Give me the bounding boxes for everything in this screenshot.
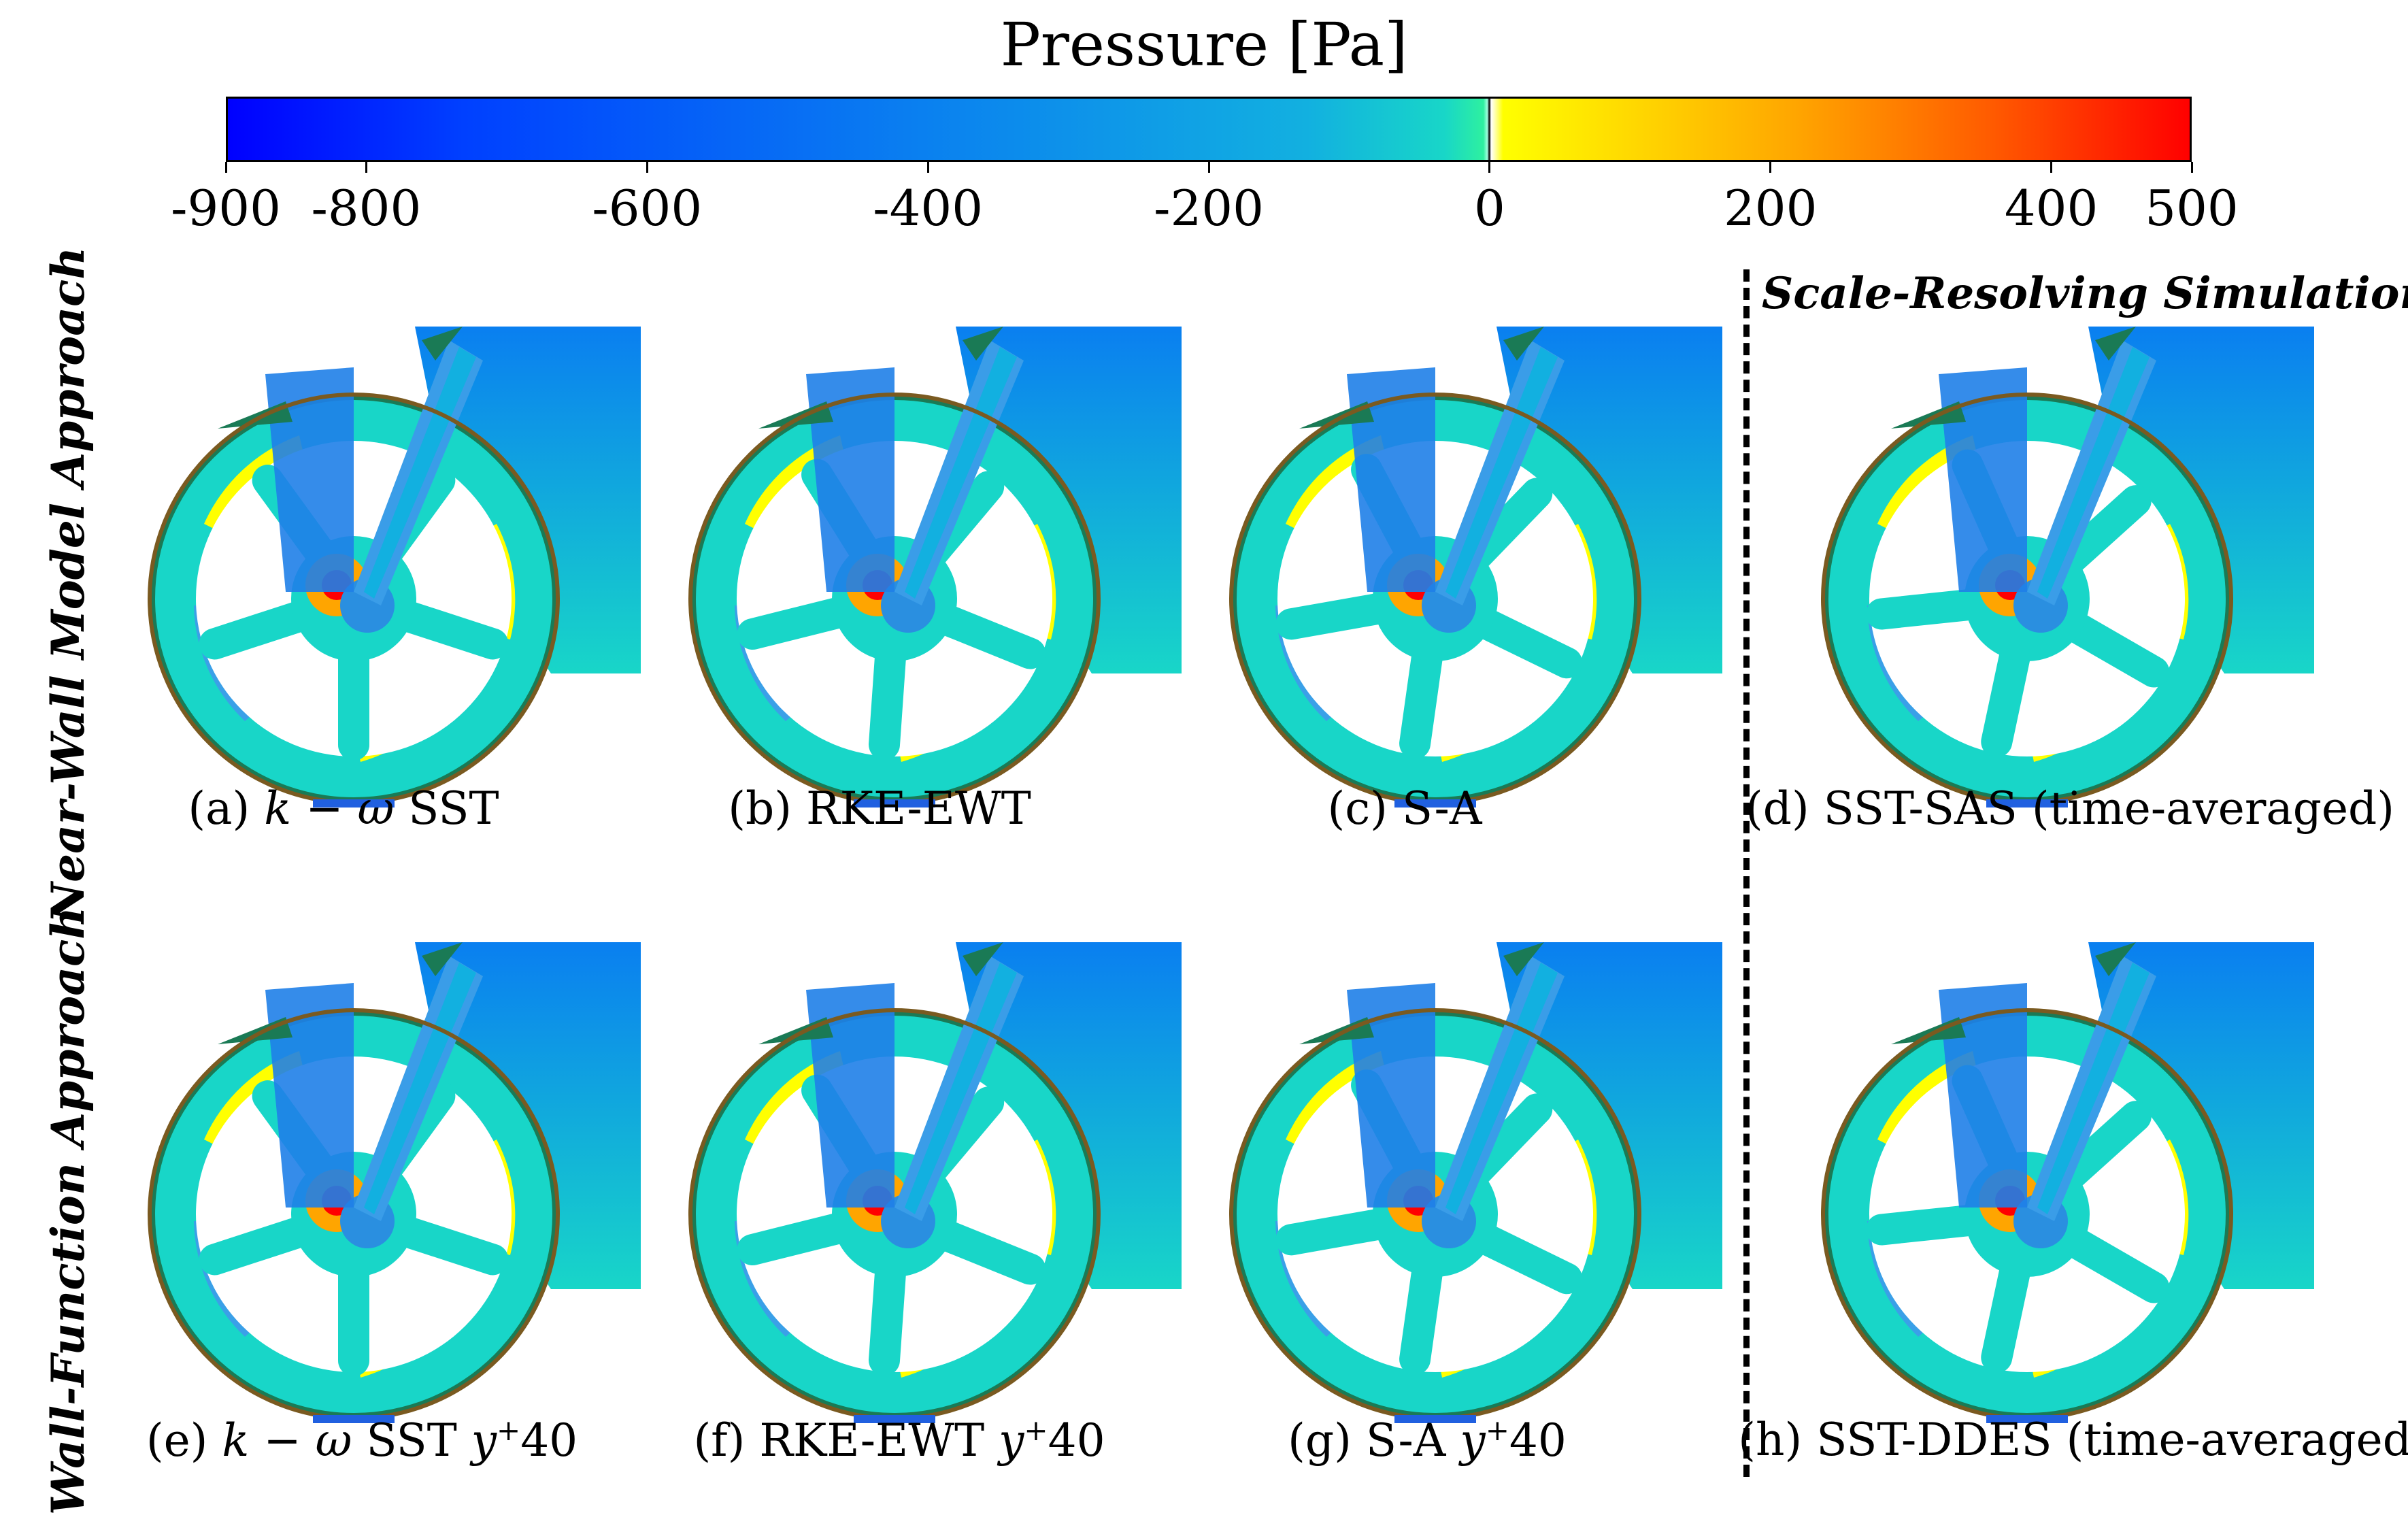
colorbar-tick-label: 0 [1473, 180, 1505, 237]
caption-d: (d) SST-SAS (time-averaged) [1745, 782, 2395, 835]
panel-a-image [129, 320, 646, 864]
panel-f-image [670, 935, 1187, 1480]
section-divider [1743, 269, 1750, 1477]
colorbar-tick [1207, 162, 1210, 173]
colorbar-tick-label: 500 [2145, 180, 2239, 237]
panel-d-image [1803, 320, 2320, 864]
colorbar-tick [646, 162, 648, 173]
colorbar-tick [1769, 162, 1772, 173]
caption-b: (b) RKE-EWT [728, 782, 1031, 835]
colorbar-tick [365, 162, 367, 173]
scale-resolving-label: Scale-Resolving Simulations [1762, 268, 2408, 319]
colorbar-tick-label: -800 [311, 180, 422, 237]
colorbar-tick [1488, 162, 1491, 173]
colorbar-tick-label: -200 [1154, 180, 1264, 237]
panel-g-image [1211, 935, 1728, 1480]
colorbar-title: Pressure [Pa] [1000, 10, 1408, 80]
caption-e: (e) k − ω SST y+40 [146, 1414, 578, 1467]
colorbar-tick-label: -900 [171, 180, 281, 237]
caption-h: (h) SST-DDES (time-averaged) [1738, 1414, 2408, 1466]
panel-b-image [670, 320, 1187, 864]
colorbar-tick [2050, 162, 2053, 173]
panel-c-image [1211, 320, 1728, 864]
pressure-colorbar [226, 97, 2192, 162]
colorbar-tick [224, 162, 227, 173]
colorbar-tick-label: -400 [873, 180, 984, 237]
caption-f: (f) RKE-EWT y+40 [693, 1414, 1105, 1467]
row-label-wall-function: Wall-Function Approach [41, 906, 95, 1515]
caption-a: (a) k − ω SST [188, 782, 499, 835]
panel-h-image [1803, 935, 2320, 1480]
row-label-near-wall: Near-Wall Model Approach [41, 246, 95, 924]
colorbar-tick-label: -600 [592, 180, 703, 237]
panel-e-image [129, 935, 646, 1480]
caption-c: (c) S-A [1327, 782, 1482, 835]
colorbar-tick-label: 400 [2004, 180, 2098, 237]
colorbar-tick [926, 162, 929, 173]
colorbar-tick-label: 200 [1723, 180, 1818, 237]
colorbar-tick [2190, 162, 2193, 173]
caption-g: (g) S-A y+40 [1288, 1414, 1567, 1467]
